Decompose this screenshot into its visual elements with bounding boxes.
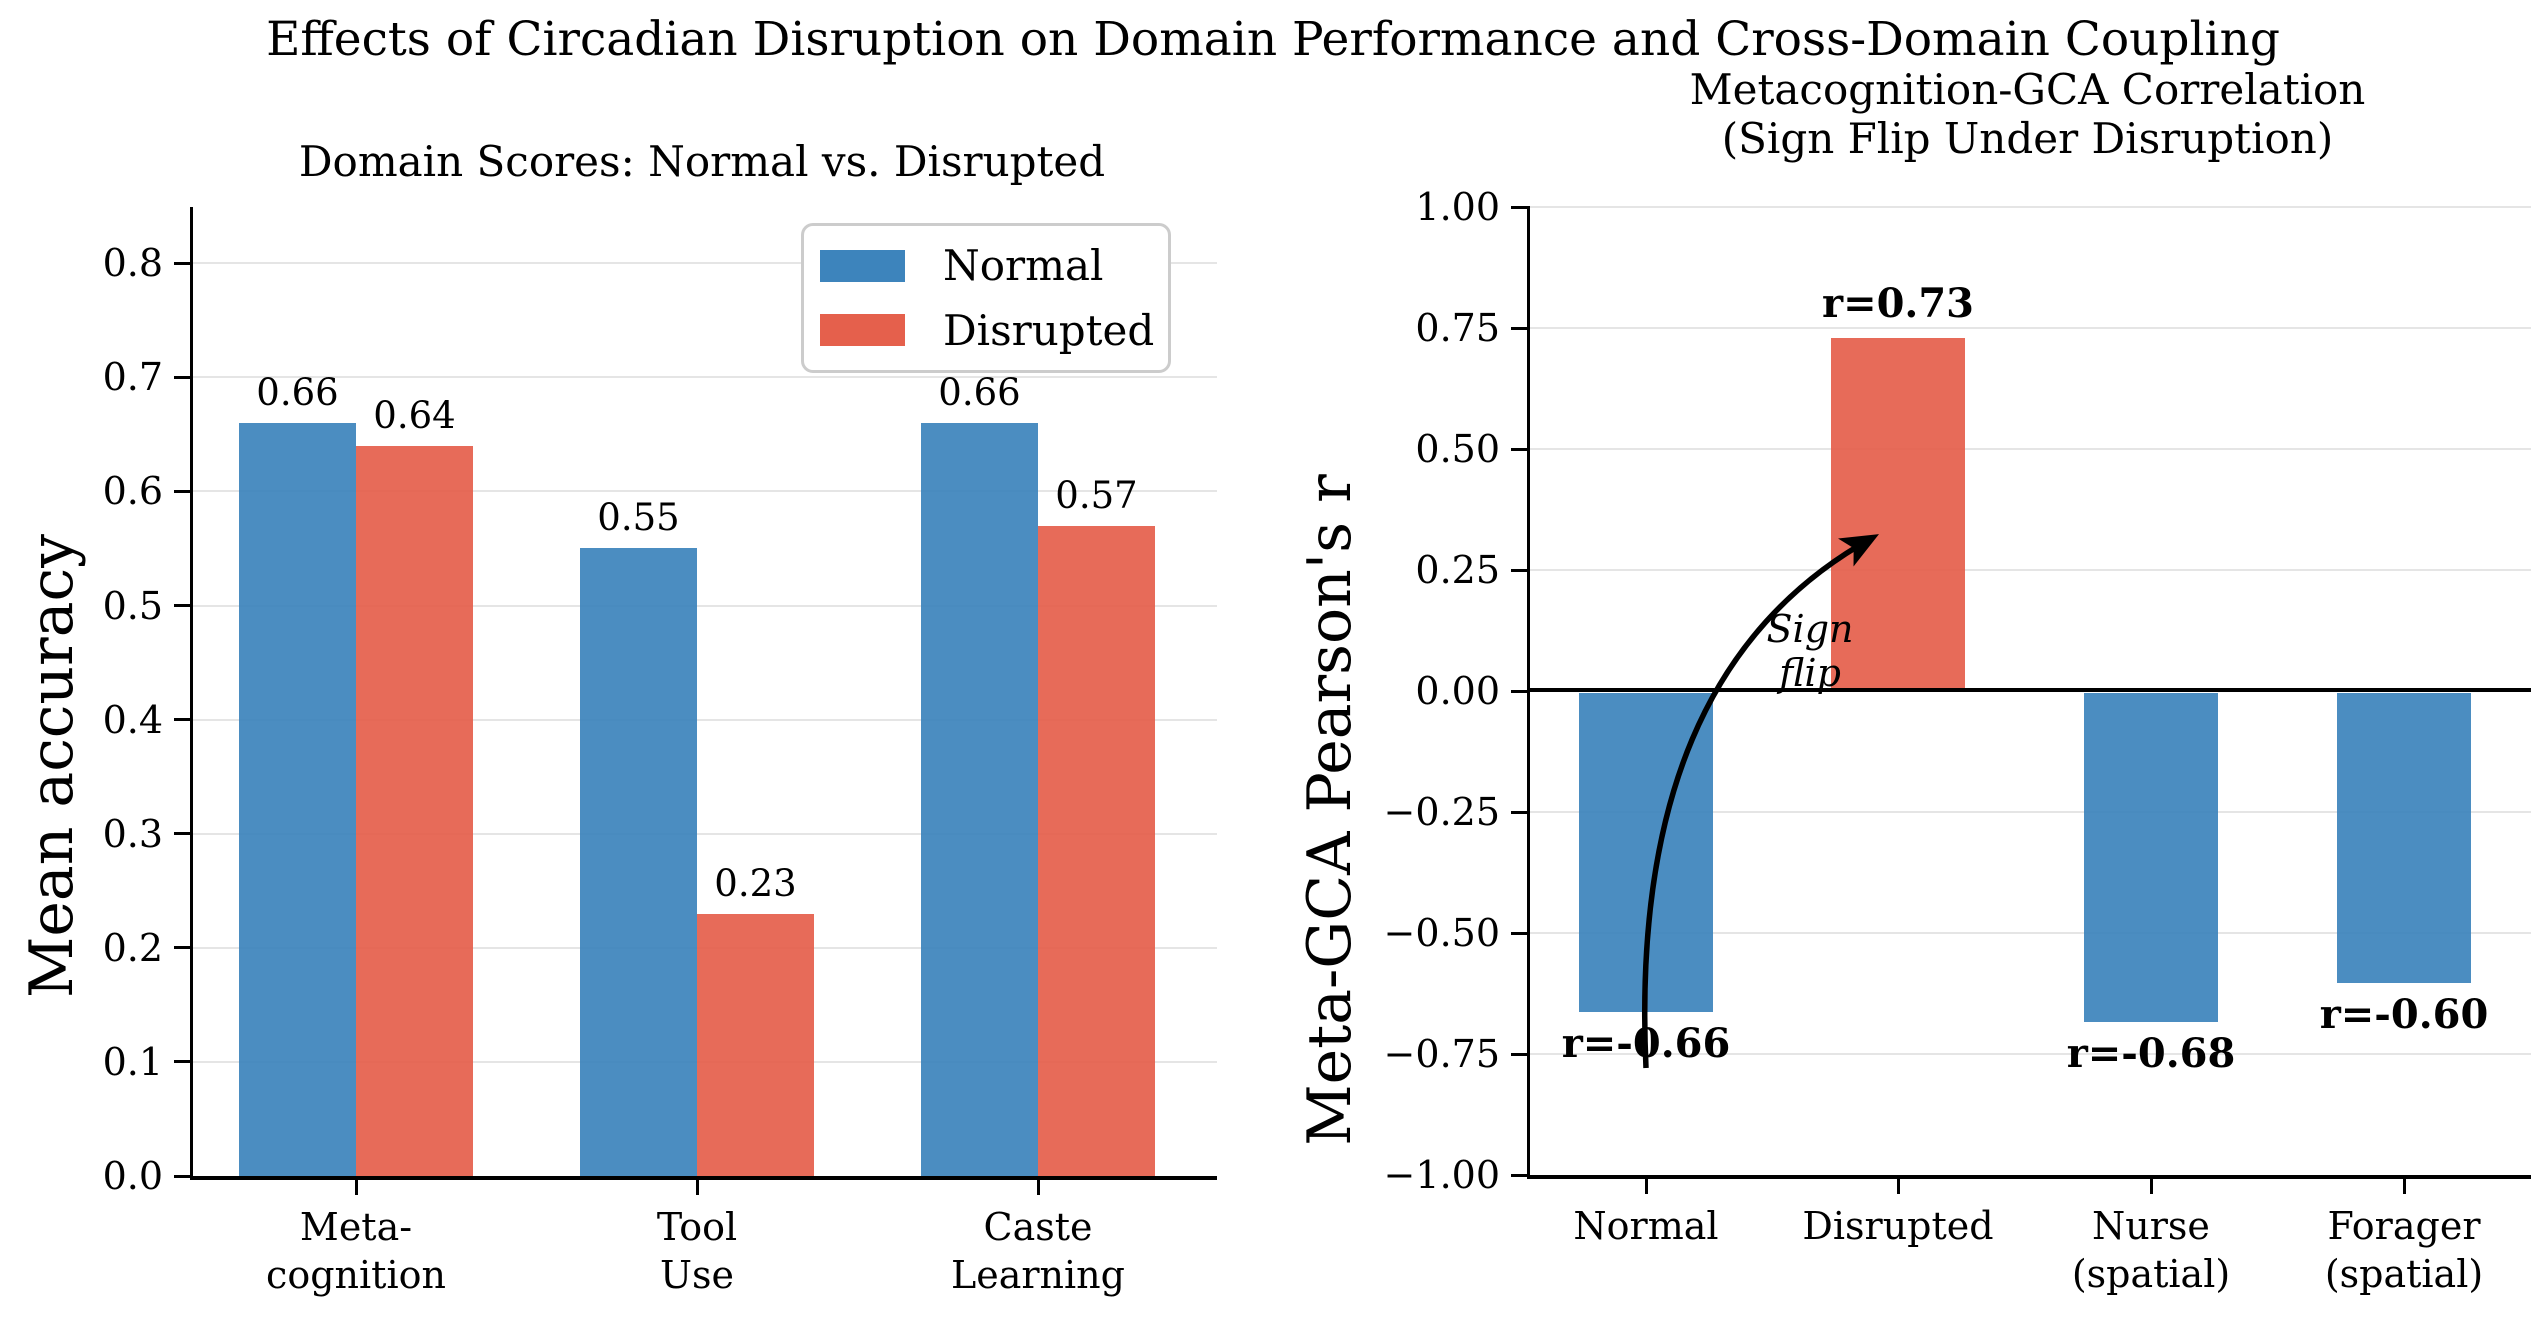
bar-disrupted-2 — [1038, 526, 1155, 1176]
bar-value-label: 0.64 — [373, 394, 456, 437]
y-tick — [174, 604, 190, 607]
bar-disrupted-1 — [697, 914, 814, 1176]
gridline — [193, 376, 1217, 379]
gridline — [193, 718, 1217, 721]
gridline — [1530, 932, 2531, 934]
y-tick — [174, 375, 190, 379]
x-tick — [695, 1180, 699, 1195]
y-tick-label: 0.25 — [1415, 548, 1500, 592]
gridline — [193, 490, 1217, 493]
y-tick-label: 0.0 — [102, 1154, 163, 1198]
legend-item-disrupted: Disrupted — [820, 306, 1168, 355]
bar-r-label: r=0.73 — [1821, 280, 1975, 327]
y-tick — [174, 489, 190, 493]
y-tick-label: 0.1 — [102, 1039, 163, 1084]
gridline — [193, 832, 1217, 835]
legend-item-normal: Normal — [820, 241, 1168, 290]
y-tick — [1511, 326, 1527, 330]
y-tick-label: −1.00 — [1383, 1153, 1500, 1197]
figure-title: Effects of Circadian Disruption on Domai… — [266, 12, 2280, 67]
y-tick — [174, 261, 190, 265]
bar-normal-2 — [921, 423, 1038, 1176]
legend-label-normal: Normal — [943, 241, 1104, 291]
bar-value-label: 0.23 — [714, 862, 797, 905]
y-tick — [174, 832, 190, 836]
y-tick — [174, 1060, 190, 1064]
zero-line — [1530, 688, 2531, 692]
legend: Normal Disrupted — [801, 223, 1171, 373]
bar-value-label: 0.66 — [938, 371, 1021, 414]
y-tick — [1511, 931, 1527, 935]
legend-swatch-disrupted — [820, 314, 905, 347]
bar-nurse — [2084, 693, 2218, 1022]
y-tick-label: 0.7 — [102, 355, 163, 400]
left-y-axis-label: Mean accuracy — [17, 533, 87, 999]
y-tick-label: −0.25 — [1383, 790, 1500, 834]
bar-value-label: 0.57 — [1055, 474, 1138, 517]
x-tick-label: Disrupted — [1802, 1204, 1994, 1248]
sign-flip-arrow — [1641, 534, 1879, 1069]
bar-normal-0 — [239, 423, 356, 1176]
right-plot-area: Sign flip 1.00 0.75 0.50 0.25 0.00 −0.25 −0.50… — [1384, 185, 2531, 1296]
y-tick — [1511, 689, 1527, 693]
bar-r-label: r=-0.68 — [2066, 1030, 2236, 1077]
y-tick-label: 0.8 — [102, 241, 163, 286]
bar-value-label: 0.66 — [256, 371, 339, 414]
y-tick-label: −0.50 — [1383, 911, 1500, 955]
y-tick-label: 0.75 — [1415, 306, 1500, 350]
bar-disrupted-0 — [356, 446, 473, 1176]
legend-label-disrupted: Disrupted — [943, 305, 1155, 355]
y-tick — [174, 1174, 190, 1178]
bar-normal-1 — [580, 548, 697, 1176]
x-tick-label: Tool Use — [656, 1205, 738, 1297]
left-plot-area: Normal Disrupted 0.0 0.1 0.2 0.3 0.4 0.5 0.6 0.… — [103, 207, 1217, 1297]
x-tick — [2149, 1179, 2153, 1194]
x-tick — [1036, 1180, 1040, 1195]
y-tick — [1511, 205, 1527, 209]
gridline — [193, 604, 1217, 607]
gridline — [1530, 448, 2531, 450]
y-tick — [174, 718, 190, 722]
y-tick-label: 0.6 — [102, 469, 163, 514]
gridline — [1530, 327, 2531, 329]
x-tick — [1644, 1179, 1648, 1194]
right-chart-title: Metacognition-GCA Correlation (Sign Flip… — [1689, 65, 2366, 163]
y-tick-label: −0.75 — [1383, 1032, 1500, 1076]
x-tick-label: Caste Learning — [951, 1205, 1125, 1297]
y-tick — [1511, 810, 1527, 814]
bar-value-label: 0.55 — [597, 496, 680, 539]
x-tick — [354, 1180, 358, 1195]
gridline — [1530, 811, 2531, 813]
y-tick-label: 0.5 — [102, 583, 163, 628]
bar-disrupted — [1831, 338, 1965, 691]
bar-forager — [2337, 693, 2471, 983]
x-tick — [1896, 1179, 1900, 1194]
y-tick-label: 0.50 — [1415, 427, 1500, 471]
gridline — [193, 262, 1217, 265]
x-tick-label: Meta- cognition — [266, 1205, 446, 1297]
sign-flip-annotation: Sign flip — [1766, 607, 1854, 695]
x-tick-label: Nurse (spatial) — [2071, 1204, 2231, 1296]
x-tick — [2402, 1179, 2406, 1194]
legend-swatch-normal — [820, 249, 905, 282]
gridline — [1530, 206, 2531, 208]
x-tick-label: Normal — [1573, 1204, 1719, 1248]
bar-r-label: r=-0.60 — [2319, 991, 2489, 1038]
y-tick-label: 0.2 — [102, 925, 163, 970]
y-tick — [1511, 1052, 1527, 1056]
y-tick-label: 0.00 — [1415, 669, 1500, 713]
x-tick-label: Forager (spatial) — [2324, 1204, 2484, 1296]
gridline — [1530, 569, 2531, 571]
y-tick — [174, 946, 190, 950]
y-tick-label: 0.4 — [102, 697, 163, 742]
y-tick-label: 1.00 — [1415, 185, 1500, 229]
right-y-axis-label: Meta-GCA Pearson's r — [1295, 474, 1365, 1146]
y-tick-label: 0.3 — [102, 811, 163, 856]
y-tick — [1511, 1173, 1527, 1177]
y-tick — [1511, 447, 1527, 451]
gridline — [1530, 1053, 2531, 1055]
left-chart-title: Domain Scores: Normal vs. Disrupted — [298, 137, 1106, 186]
y-tick — [1511, 568, 1527, 572]
